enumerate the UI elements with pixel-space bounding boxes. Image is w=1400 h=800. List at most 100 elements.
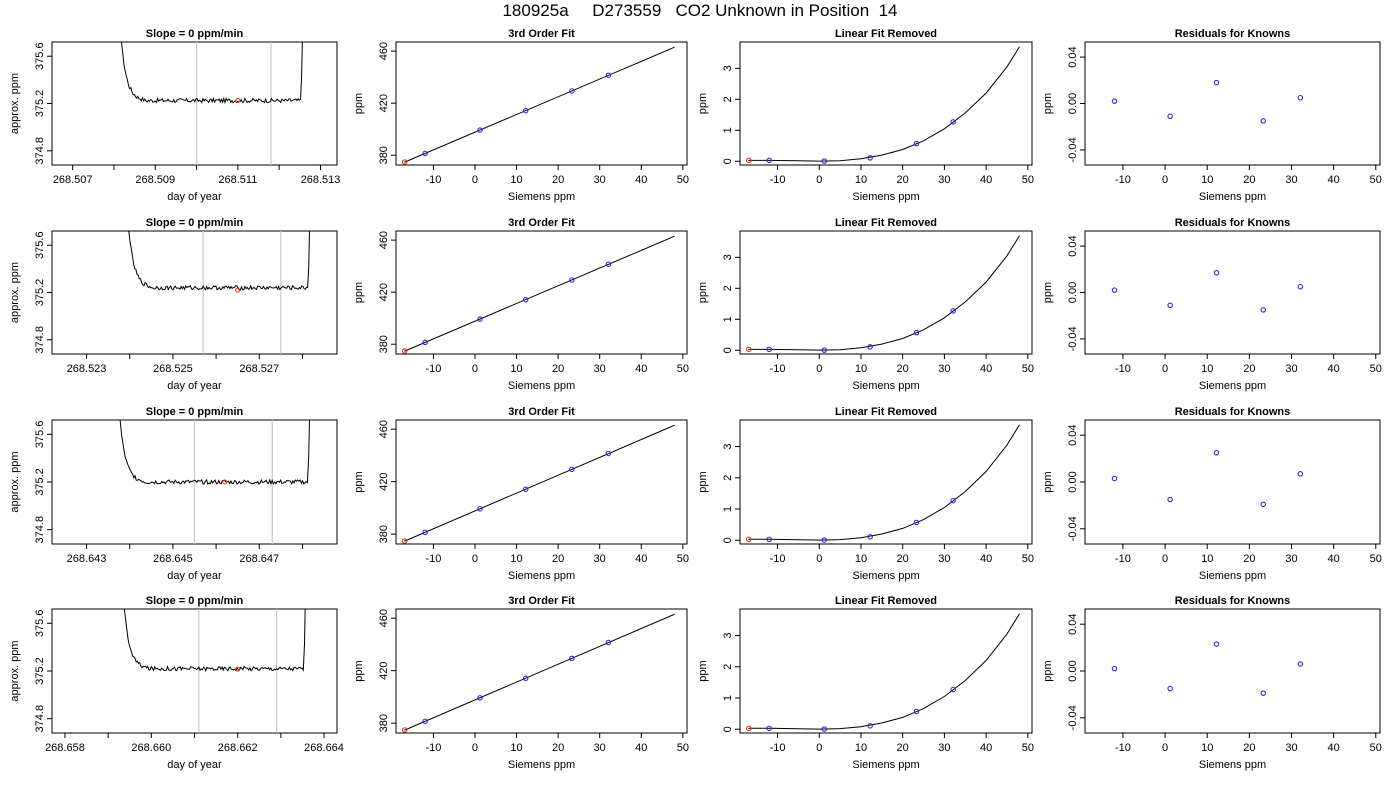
x-tick-label: 50 [1370, 742, 1382, 754]
x-tick-label: 40 [980, 742, 992, 754]
known-point [605, 639, 612, 646]
x-axis-label: day of year [167, 191, 222, 203]
x-tick-label: 0 [1162, 363, 1168, 375]
y-tick-label: 0.00 [1067, 93, 1079, 114]
panel-2-1: Slope = 0 ppm/min 268.523 268.525 268.527 37… [9, 217, 338, 392]
y-tick-label: 0.04 [1067, 613, 1079, 634]
x-tick-label: 10 [510, 363, 522, 375]
known-point [477, 506, 483, 512]
concentration-trace [128, 231, 310, 291]
x-axis-label: Siemens ppm [852, 380, 919, 392]
x-tick-label: 10 [1201, 553, 1213, 565]
x-tick-label: 50 [677, 742, 689, 754]
plot-frame [51, 608, 338, 734]
plot-area [401, 235, 675, 354]
x-axis-label: Siemens ppm [852, 191, 919, 203]
x-tick-label: 40 [635, 363, 647, 375]
x-tick-label: 10 [1201, 174, 1213, 186]
x-tick-label: 30 [594, 174, 606, 186]
known-point [821, 158, 828, 164]
y-tick-label: -0.04 [1067, 516, 1079, 541]
panel-1-2: 3rd Order Fit -10 0 10 20 30 40 50 380 420 460 Siem… [353, 28, 689, 203]
plot-frame [739, 41, 1033, 166]
known-point [1111, 475, 1118, 482]
x-tick-label: 40 [635, 742, 647, 754]
known-point [1213, 641, 1220, 647]
y-axis-label: approx. ppm [9, 451, 21, 512]
x-tick-label: 20 [897, 363, 909, 375]
x-tick-label: 50 [1370, 363, 1382, 375]
known-point [766, 725, 772, 732]
known-point [477, 316, 483, 322]
plot-frame [1084, 230, 1381, 355]
x-tick-label: 30 [938, 742, 950, 754]
y-tick-label: 420 [378, 283, 390, 301]
x-tick-label: 40 [635, 553, 647, 565]
y-tick-label: 380 [378, 714, 390, 732]
x-axis-label: Siemens ppm [1199, 191, 1266, 203]
x-axis-label: Siemens ppm [852, 570, 919, 582]
x-tick-label: 268.527 [239, 363, 279, 375]
plot-area [128, 231, 310, 354]
panel-4-4: Residuals for Knowns -10 0 10 20 30 40 50 -0.04 0… [1042, 595, 1382, 771]
x-tick-label: 10 [510, 742, 522, 754]
y-tick-label: 420 [378, 661, 390, 679]
x-tick-label: 30 [1285, 174, 1297, 186]
known-point [605, 261, 612, 267]
known-point [821, 347, 828, 353]
x-tick-label: 20 [897, 174, 909, 186]
known-point [1297, 661, 1304, 667]
unknown-point [746, 346, 752, 353]
x-tick-label: 30 [594, 742, 606, 754]
x-tick-label: 30 [1285, 363, 1297, 375]
known-point [1167, 685, 1173, 692]
x-tick-label: 50 [1370, 174, 1382, 186]
x-tick-label: 20 [1243, 174, 1255, 186]
panel-2-2: 3rd Order Fit -10 0 10 20 30 40 50 380 420 460 Siem… [353, 217, 689, 392]
y-tick-label: 0 [722, 537, 734, 543]
x-tick-label: -10 [770, 363, 786, 375]
x-tick-label: 20 [897, 553, 909, 565]
x-tick-label: 20 [897, 742, 909, 754]
panel-4-3: Linear Fit Removed -10 0 10 20 30 40 50 0 1 2 3 Siem… [697, 595, 1034, 771]
y-axis-label: ppm [697, 471, 709, 492]
panel-title: Linear Fit Removed [835, 595, 937, 607]
known-point [1213, 450, 1220, 456]
known-point [569, 655, 575, 662]
x-tick-label: -10 [1115, 553, 1131, 565]
unknown-point [746, 725, 752, 732]
x-tick-label: 0 [472, 363, 478, 375]
x-tick-label: 40 [1328, 553, 1340, 565]
y-tick-label: 380 [378, 525, 390, 543]
y-tick-label: 3 [722, 65, 734, 71]
x-tick-label: 0 [472, 742, 478, 754]
x-tick-label: 10 [855, 742, 867, 754]
panel-title: Slope = 0 ppm/min [146, 406, 244, 418]
panel-title: Linear Fit Removed [835, 28, 937, 40]
known-point [1297, 471, 1304, 477]
y-axis-label: ppm [353, 660, 365, 681]
y-tick-label: 2 [722, 475, 734, 481]
x-axis-label: Siemens ppm [508, 759, 575, 771]
plot-frame [1084, 419, 1381, 545]
panel-3-4: Residuals for Knowns -10 0 10 20 30 40 50 -0.04 0… [1042, 406, 1382, 582]
plot-frame [739, 230, 1033, 355]
x-tick-label: -10 [1115, 742, 1131, 754]
known-point [605, 450, 612, 457]
x-tick-label: -10 [770, 174, 786, 186]
x-tick-label: 268.513 [301, 174, 341, 186]
known-point [1111, 287, 1118, 293]
plot-area [746, 424, 1020, 543]
x-tick-label: 268.660 [131, 742, 171, 754]
known-point [766, 346, 772, 353]
fit-line [404, 424, 675, 542]
known-point [821, 537, 828, 543]
known-point [950, 497, 956, 504]
x-tick-label: 20 [1243, 363, 1255, 375]
known-point [477, 695, 483, 701]
x-tick-label: -10 [425, 363, 441, 375]
plot-frame [51, 230, 338, 355]
known-point [1260, 118, 1267, 124]
x-tick-label: -10 [770, 553, 786, 565]
